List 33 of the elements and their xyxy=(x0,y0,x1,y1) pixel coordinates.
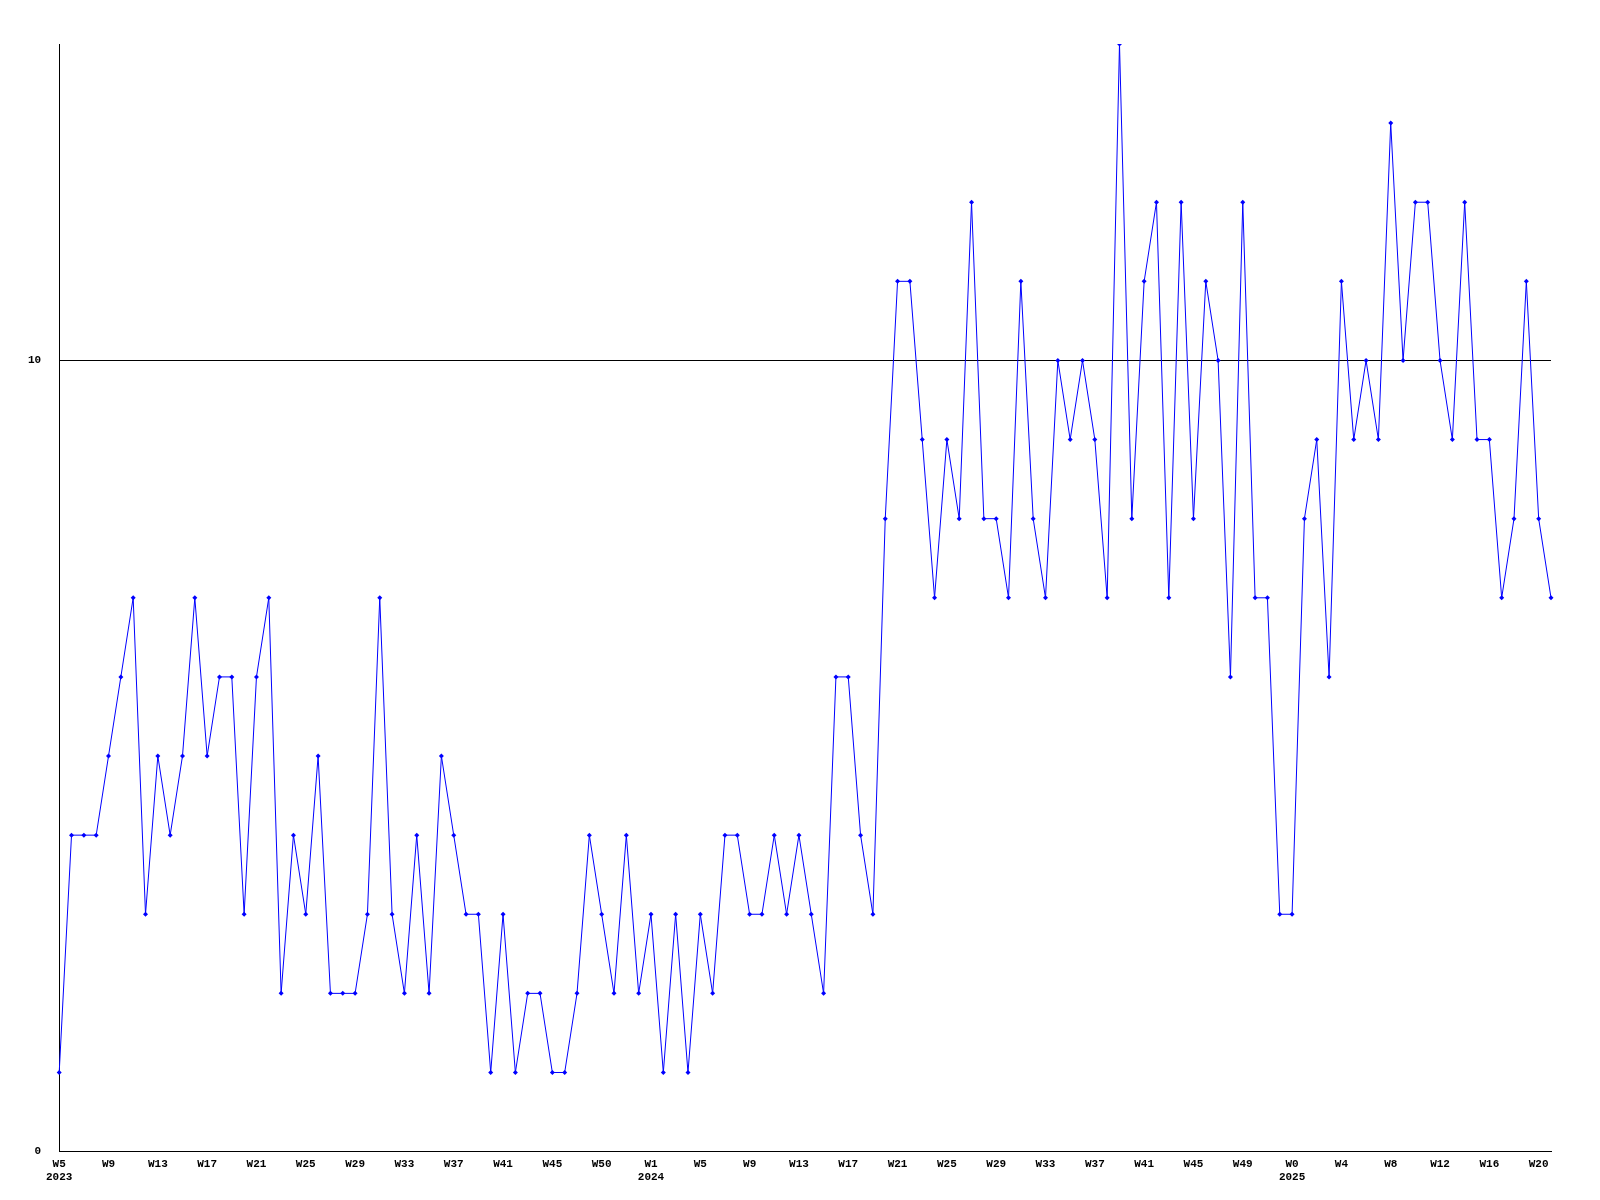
x-tick-label: W16 xyxy=(1479,1157,1500,1170)
x-tick-label: W4 xyxy=(1334,1157,1349,1170)
x-tick-label: W8 xyxy=(1384,1157,1398,1170)
x-tick-label: W21 xyxy=(887,1157,908,1170)
x-tick-label: W20 xyxy=(1528,1157,1549,1170)
x-tick-label: W0 2025 xyxy=(1278,1157,1306,1184)
x-tick-label: W45 xyxy=(1183,1157,1204,1170)
x-tick-label: W1 2024 xyxy=(637,1157,665,1184)
x-tick-label: W21 xyxy=(246,1157,267,1170)
x-tick-label: W13 xyxy=(789,1157,810,1170)
x-tick-label: W33 xyxy=(394,1157,415,1170)
x-tick-label: W25 xyxy=(295,1157,317,1170)
x-tick-label: W5 xyxy=(693,1157,708,1170)
x-tick-label: W37 xyxy=(1084,1157,1105,1170)
x-tick-label: W17 xyxy=(838,1157,859,1170)
x-tick-label: W33 xyxy=(1035,1157,1056,1170)
x-tick-label: W49 xyxy=(1232,1157,1253,1170)
x-tick-label: W41 xyxy=(1134,1157,1155,1170)
x-tick-label: W41 xyxy=(493,1157,514,1170)
x-tick-label: W50 xyxy=(591,1157,612,1170)
x-tick-label: W25 xyxy=(936,1157,958,1170)
y-tick-label: 0 xyxy=(34,1145,42,1158)
x-tick-label: W9 xyxy=(743,1157,757,1170)
x-tick-label: W29 xyxy=(345,1157,365,1170)
x-tick-label: W12 xyxy=(1430,1157,1450,1170)
x-tick-label: W29 xyxy=(986,1157,1007,1170)
x-tick-label: W45 xyxy=(542,1157,563,1170)
x-tick-label: W37 xyxy=(443,1157,464,1170)
x-tick-label: W13 xyxy=(147,1157,169,1170)
y-tick-label: 10 xyxy=(28,354,42,367)
x-tick-label: W9 xyxy=(101,1157,116,1170)
x-tick-label: W5 2023 xyxy=(46,1157,73,1184)
x-tick-label: W17 xyxy=(197,1157,218,1170)
